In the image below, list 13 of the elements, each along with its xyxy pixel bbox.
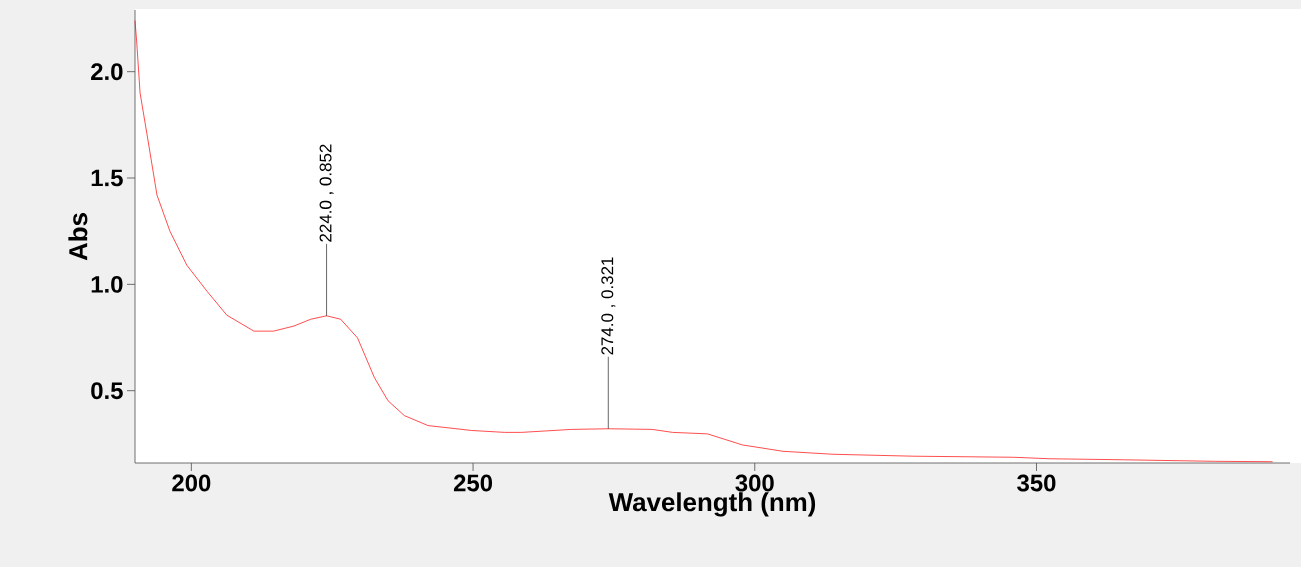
y-axis-title: Abs (68, 213, 88, 261)
y-tick-label: 1.5 (91, 169, 123, 187)
annotation: 274.0 , 0.321 (601, 257, 616, 355)
y-tick-label: 1.0 (91, 275, 123, 293)
annotation: 224.0 , 0.852 (319, 144, 334, 242)
x-tick-label: 200 (172, 474, 211, 492)
x-tick-label: 350 (1017, 474, 1056, 492)
y-tick-label: 2.0 (91, 63, 123, 81)
line-series (134, 20, 1273, 463)
y-tick-label: 0.5 (91, 382, 123, 400)
x-tick-label: 300 (735, 474, 774, 492)
x-axis-title: Wavelength (nm) (608, 492, 816, 517)
x-tick-label: 250 (453, 474, 493, 492)
